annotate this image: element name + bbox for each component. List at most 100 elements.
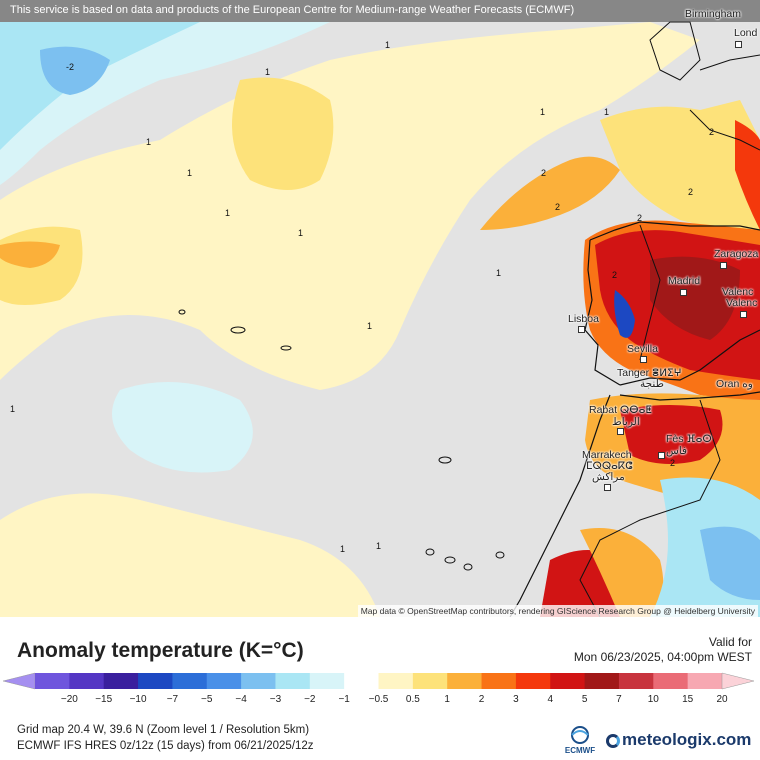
ecmwf-banner: This service is based on data and produc… bbox=[0, 0, 760, 22]
isoline-label: 1 bbox=[367, 321, 373, 331]
coastline-north-africa bbox=[619, 391, 760, 401]
colorbar-swatch bbox=[378, 673, 414, 689]
city-madrid[interactable]: Madrid bbox=[668, 275, 701, 287]
isoline-label: 2 bbox=[709, 127, 715, 137]
isoline-label: 2 bbox=[637, 213, 643, 223]
city-marker bbox=[578, 326, 585, 333]
colorbar-tick-label: 4 bbox=[547, 694, 553, 705]
city-valencia[interactable]: Valenc bbox=[722, 286, 754, 298]
colorbar-tick-label: 10 bbox=[648, 694, 660, 705]
legend-title: Anomaly temperature (K=°C) bbox=[17, 639, 304, 662]
isoline-label: 2 bbox=[670, 458, 676, 468]
city-london[interactable]: Lond bbox=[734, 27, 758, 39]
coastline-brittany bbox=[689, 109, 760, 151]
field-orange-west bbox=[0, 241, 60, 268]
city-birmingham[interactable]: Birmingham bbox=[685, 8, 742, 20]
island-azores-1 bbox=[178, 309, 186, 315]
city-marrakech[interactable]: Marrakech bbox=[582, 449, 632, 461]
field-warm-france bbox=[600, 100, 760, 240]
field-extreme-iberia bbox=[650, 256, 740, 340]
isoline-label: 1 bbox=[225, 208, 231, 218]
isoline-label: 1 bbox=[298, 228, 304, 238]
map-attribution[interactable]: Map data © OpenStreetMap contributors, r… bbox=[357, 605, 758, 617]
colorbar-swatch bbox=[687, 673, 723, 689]
colorbar-tick-label: −2 bbox=[304, 694, 316, 705]
legend-panel: Anomaly temperature (K=°C) Valid for Mon… bbox=[0, 617, 760, 760]
colorbar-swatch bbox=[344, 673, 379, 689]
colorbar-swatch bbox=[447, 673, 483, 689]
city-sevilla[interactable]: Sevilla bbox=[627, 343, 658, 355]
colorbar-tick-label: 20 bbox=[716, 694, 728, 705]
isoline-label: 1 bbox=[376, 541, 382, 551]
colorbar-tick-label: 3 bbox=[513, 694, 519, 705]
island-canary-2 bbox=[444, 556, 456, 564]
isoline-label: 1 bbox=[146, 137, 152, 147]
colorbar-max-arrow bbox=[721, 672, 755, 690]
colorbar-tick-label: −4 bbox=[235, 694, 247, 705]
island-azores-3 bbox=[280, 345, 292, 351]
colorbar-swatch bbox=[103, 673, 139, 689]
city-marker bbox=[658, 452, 665, 459]
island-canary-1 bbox=[425, 548, 435, 556]
field-cool-sahara-core bbox=[700, 526, 760, 600]
isoline-label: 1 bbox=[540, 107, 546, 117]
field-warm-pale-south bbox=[0, 493, 380, 617]
colorbar-swatch bbox=[275, 673, 311, 689]
colorbar-tick-label: −20 bbox=[61, 694, 78, 705]
colorbar-tick-label: −3 bbox=[270, 694, 282, 705]
field-cool-patch bbox=[112, 382, 253, 473]
island-azores-2 bbox=[230, 326, 246, 334]
isoline-label: -2 bbox=[66, 62, 75, 72]
colorbar-swatch bbox=[35, 673, 70, 689]
city-rabat[interactable]: Rabat ⵕⴱⴰⵟ bbox=[589, 404, 652, 416]
isoline-label: 1 bbox=[10, 404, 16, 414]
city-tanger-arabic: طنجة bbox=[640, 378, 664, 390]
colorbar-tick-label: −5 bbox=[201, 694, 213, 705]
isoline-label: 2 bbox=[612, 270, 618, 280]
ecmwf-logo[interactable]: ECMWF bbox=[562, 725, 598, 755]
ecmwf-logo-icon bbox=[571, 726, 589, 744]
colorbar-tick-label: −15 bbox=[95, 694, 112, 705]
banner-text: This service is based on data and produc… bbox=[10, 4, 575, 16]
colorbar-tick-label: −7 bbox=[167, 694, 179, 705]
field-cold-core bbox=[40, 46, 110, 95]
grid-info: Grid map 20.4 W, 39.6 N (Zoom level 1 / … bbox=[17, 724, 310, 736]
city-marker bbox=[735, 41, 742, 48]
city-zaragoza[interactable]: Zaragoza bbox=[714, 248, 759, 260]
colorbar-swatch bbox=[206, 673, 242, 689]
weather-map[interactable]: This service is based on data and produc… bbox=[0, 0, 760, 617]
colorbar-tick-label: 15 bbox=[682, 694, 694, 705]
coastline-channel bbox=[699, 54, 760, 71]
colorbar-tick-label: 0.5 bbox=[406, 694, 420, 705]
meteologix-logo[interactable]: meteologix.com bbox=[606, 730, 751, 750]
field-orange-biscay bbox=[480, 156, 620, 230]
border-spain-portugal bbox=[639, 224, 661, 361]
isoline-label: 1 bbox=[496, 268, 502, 278]
colorbar-swatch bbox=[618, 673, 654, 689]
field-warm-pale bbox=[0, 22, 700, 390]
colorbar-tick-label: 1 bbox=[444, 694, 450, 705]
isoline-label: 1 bbox=[265, 67, 271, 77]
colorbar-swatch bbox=[412, 673, 448, 689]
city-oran[interactable]: Oran وه bbox=[716, 378, 753, 390]
city-rabat-arabic: الرباط bbox=[612, 416, 640, 428]
colorbar-swatch bbox=[241, 673, 276, 689]
city-lisboa[interactable]: Lisboa bbox=[568, 313, 599, 325]
city-marker bbox=[640, 356, 647, 363]
anomaly-field bbox=[0, 21, 760, 617]
city-tanger[interactable]: Tanger ⴻⵍⵉⵖ bbox=[617, 367, 682, 379]
isoline-label: 1 bbox=[604, 107, 610, 117]
model-info: ECMWF IFS HRES 0z/12z (15 days) from 06/… bbox=[17, 740, 314, 752]
colorbar-tick-label: −1 bbox=[338, 694, 350, 705]
colorbar-tick-label: 7 bbox=[616, 694, 622, 705]
colorbar-tick-label: −0.5 bbox=[369, 694, 389, 705]
city-marker bbox=[740, 311, 747, 318]
field-warm-patch bbox=[232, 77, 334, 190]
isoline-label: 2 bbox=[541, 168, 547, 178]
valid-label: Valid for bbox=[708, 635, 752, 649]
colorbar-tick-label: −10 bbox=[130, 694, 147, 705]
city-valencia-2[interactable]: Valenc bbox=[726, 297, 758, 309]
isoline-label: 1 bbox=[340, 544, 346, 554]
isoline-label: 1 bbox=[385, 40, 391, 50]
city-fes[interactable]: Fès ⴼⴰⵙ bbox=[666, 433, 712, 445]
